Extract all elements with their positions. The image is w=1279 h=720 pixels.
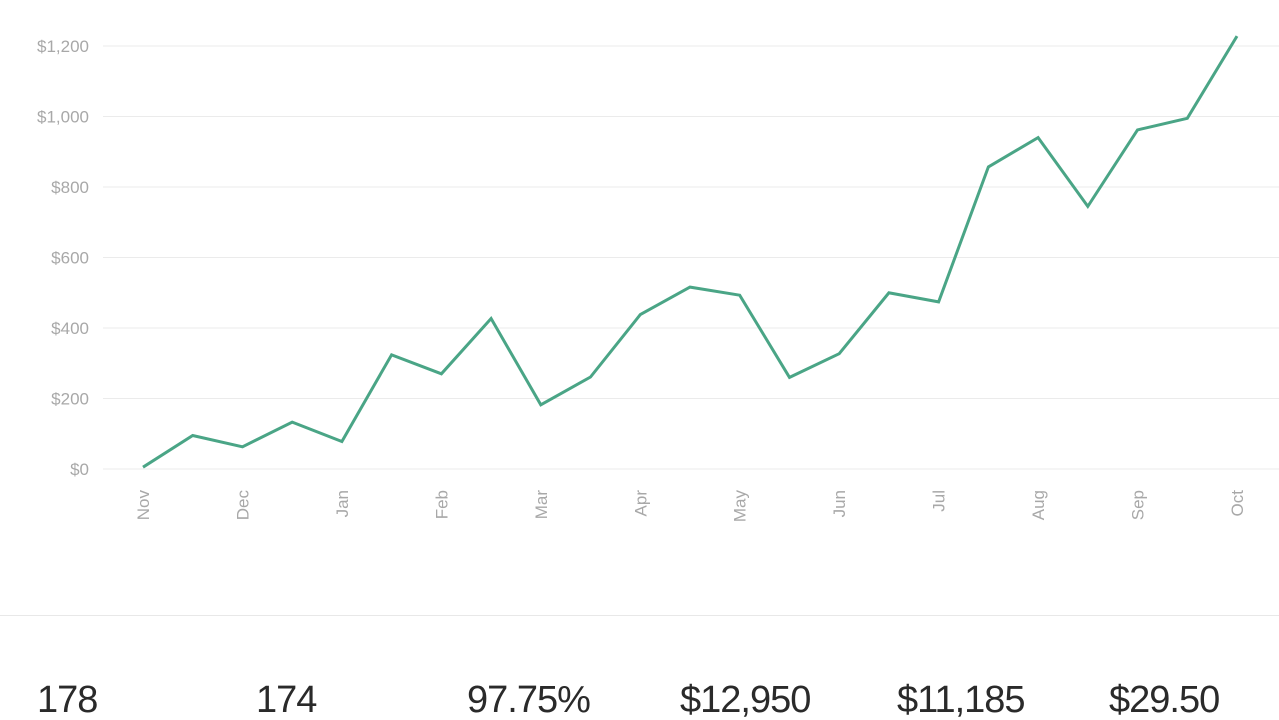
x-tick-label: Feb [432,490,451,519]
x-tick-label: Dec [233,490,252,521]
x-tick-label: Aug [1029,490,1048,520]
stats-row: 178 174 97.75% $12,950 $11,185 $29.50 [0,672,1279,720]
y-tick-label: $0 [70,460,89,479]
x-tick-label: Nov [134,490,153,521]
x-tick-label: Sep [1129,490,1148,520]
x-tick-label: Jun [830,490,849,517]
stat-value-6: $29.50 [1109,679,1220,720]
x-tick-label: Oct [1228,490,1247,517]
y-tick-label: $1,000 [37,108,89,127]
stat-value-2: 174 [256,679,317,720]
grid-lines [103,45,1279,470]
revenue-line-chart: $0 $200 $400 $600 $800 $1,000 $1,200 Nov Dec Jan… [37,35,1279,523]
y-tick-label: $800 [51,178,89,197]
x-tick-label: Jul [930,490,949,512]
stat-value-5: $11,185 [897,679,1026,720]
y-tick-label: $600 [51,249,89,268]
x-axis-ticks: Nov Dec Jan Feb Mar Apr May Jun Jul Aug Sep Oct [134,490,1247,523]
stat-value-3: 97.75% [467,679,591,720]
y-tick-label: $1,200 [37,37,89,56]
series-layer [142,35,1239,469]
x-tick-label: Mar [532,490,551,520]
y-tick-label: $200 [51,390,89,409]
section-divider [0,615,1279,616]
series-line [142,35,1239,469]
y-tick-label: $400 [51,319,89,338]
x-tick-label: Apr [631,490,650,517]
y-axis-ticks: $0 $200 $400 $600 $800 $1,000 $1,200 [37,37,89,479]
x-tick-label: Jan [333,490,352,517]
stat-value-1: 178 [37,679,98,720]
stat-value-4: $12,950 [680,679,811,720]
x-tick-label: May [731,490,750,523]
